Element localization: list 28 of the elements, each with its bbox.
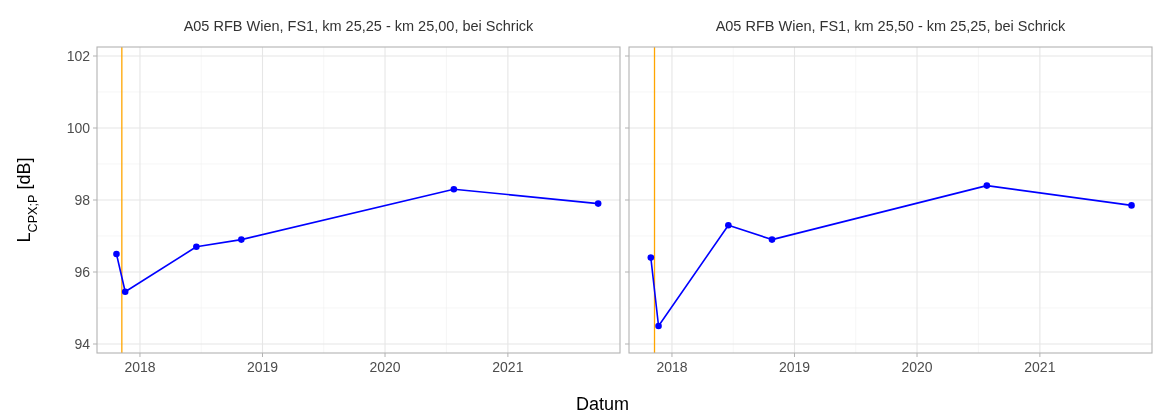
point bbox=[238, 236, 245, 243]
point bbox=[450, 185, 458, 193]
y-tick-label: 102 bbox=[66, 48, 91, 64]
x-tick-label: 2018 bbox=[124, 359, 156, 375]
point bbox=[113, 250, 120, 258]
point bbox=[121, 288, 129, 296]
chart-title: A05 RFB Wien, FS1, km 25,25 - km 25,00, bei Schrick bbox=[183, 18, 535, 34]
point bbox=[647, 254, 655, 261]
x-tick-label: 2018 bbox=[656, 359, 688, 375]
chart-title: A05 RFB Wien, FS1, km 25,50 - km 25,25, bei Schrick bbox=[715, 18, 1067, 34]
y-tick-label: 94 bbox=[74, 336, 91, 352]
x-axis-title: Datum bbox=[575, 394, 630, 414]
point bbox=[655, 322, 662, 330]
x-tick-label: 2020 bbox=[369, 359, 401, 375]
x-tick-label: 2021 bbox=[492, 359, 524, 375]
point bbox=[193, 243, 200, 251]
y-tick-label: 98 bbox=[74, 192, 91, 208]
y-tick-label: 100 bbox=[66, 120, 91, 136]
point bbox=[725, 221, 732, 229]
x-tick-label: 2021 bbox=[1024, 359, 1056, 375]
point bbox=[594, 200, 602, 207]
x-tick-label: 2019 bbox=[778, 359, 811, 375]
x-tick-label: 2019 bbox=[246, 359, 279, 375]
point bbox=[768, 236, 776, 243]
y-tick-label: 96 bbox=[74, 264, 91, 280]
point bbox=[1128, 202, 1135, 209]
x-tick-label: 2020 bbox=[901, 359, 933, 375]
point bbox=[983, 182, 991, 189]
